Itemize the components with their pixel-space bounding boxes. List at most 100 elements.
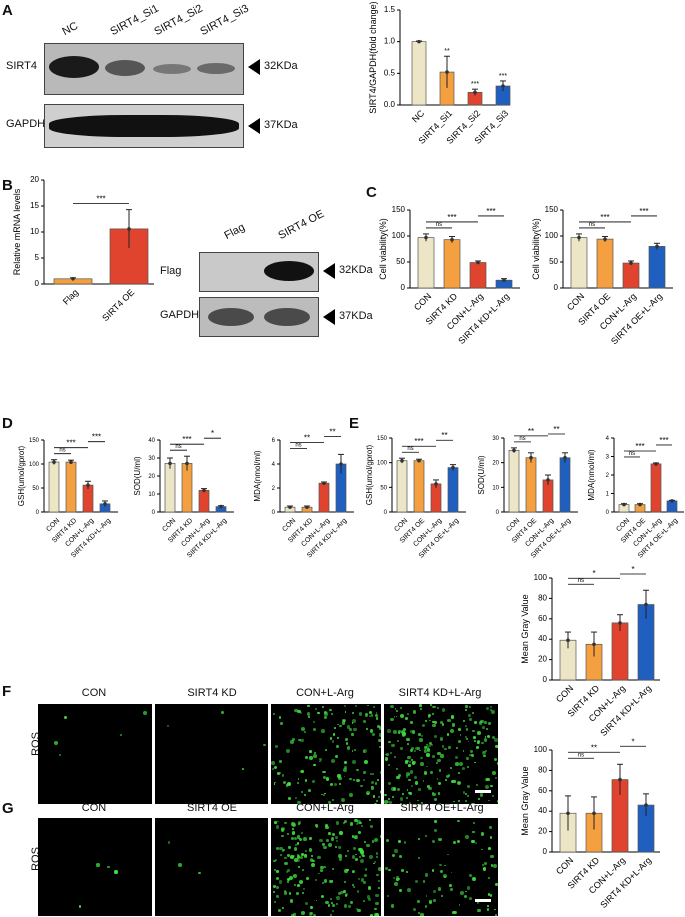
micro-label: SIRT4 OE+L-Arg bbox=[400, 802, 484, 814]
ros-signal-dot bbox=[472, 729, 475, 732]
ros-signal-dot bbox=[310, 906, 314, 910]
ros-signal-dot bbox=[458, 772, 461, 774]
ros-signal-dot bbox=[353, 886, 355, 888]
ros-signal-dot bbox=[437, 751, 441, 756]
ros-signal-dot bbox=[377, 779, 380, 781]
data-point bbox=[566, 811, 570, 816]
ros-signal-dot bbox=[377, 796, 381, 799]
ros-signal-dot bbox=[492, 735, 496, 739]
data-point bbox=[400, 458, 404, 463]
gapdh-blot-strip-b bbox=[199, 297, 319, 337]
ros-signal-dot bbox=[477, 901, 480, 904]
micro-label: CON bbox=[81, 802, 107, 814]
data-point bbox=[434, 482, 438, 486]
significance-label: *** bbox=[486, 207, 495, 216]
ros-signal-dot bbox=[300, 711, 303, 714]
ros-signal-dot bbox=[471, 803, 475, 804]
ros-signal-dot bbox=[420, 913, 424, 916]
ros-signal-dot bbox=[438, 769, 442, 772]
ros-signal-dot bbox=[301, 891, 304, 894]
ros-signal-dot bbox=[120, 734, 123, 736]
ros-signal-dot bbox=[340, 890, 344, 895]
ros-signal-dot bbox=[483, 867, 487, 871]
significance-label: ns bbox=[589, 222, 595, 228]
ros-signal-dot bbox=[429, 719, 431, 722]
ros-signal-dot bbox=[313, 721, 316, 724]
ros-signal-dot bbox=[322, 793, 325, 797]
ros-signal-dot bbox=[351, 749, 354, 752]
ros-signal-dot bbox=[338, 776, 342, 781]
bar bbox=[618, 504, 630, 513]
ros-signal-dot bbox=[390, 705, 394, 709]
ros-signal-dot bbox=[304, 850, 307, 853]
ros-signal-dot bbox=[433, 899, 436, 902]
ros-signal-dot bbox=[356, 890, 360, 893]
y-tick-label: 20 bbox=[492, 461, 499, 467]
y-tick-label: 50 bbox=[396, 257, 405, 266]
bar bbox=[650, 463, 662, 513]
ros-signal-dot bbox=[490, 854, 494, 859]
ros-signal-dot bbox=[319, 760, 321, 763]
y-axis-label: MDA(nmol/ml) bbox=[587, 449, 596, 500]
ros-signal-dot bbox=[338, 846, 342, 850]
gapdh-blot-strip bbox=[44, 104, 244, 148]
bar bbox=[65, 461, 77, 513]
ros-signal-dot bbox=[329, 898, 332, 901]
ros-signal-dot bbox=[344, 881, 346, 883]
ros-signal-dot bbox=[275, 877, 279, 881]
ros-signal-dot bbox=[465, 890, 467, 893]
ros-signal-dot bbox=[472, 830, 476, 834]
ros-signal-dot bbox=[334, 845, 338, 849]
ros-signal-dot bbox=[489, 836, 493, 839]
data-point bbox=[592, 642, 596, 647]
ros-signal-dot bbox=[352, 884, 355, 886]
y-tick-label: 50 bbox=[32, 486, 39, 492]
ros-signal-dot bbox=[436, 762, 438, 765]
ros-signal-dot bbox=[465, 709, 467, 712]
ros-signal-dot bbox=[493, 758, 497, 762]
ros-signal-dot bbox=[346, 849, 350, 853]
ros-signal-dot bbox=[486, 734, 491, 739]
bar bbox=[585, 812, 603, 853]
ros-signal-dot bbox=[363, 759, 368, 764]
ros-signal-dot bbox=[470, 753, 474, 757]
ros-signal-dot bbox=[301, 853, 305, 856]
ros-signal-dot bbox=[385, 838, 389, 842]
y-tick-label: 0 bbox=[543, 675, 548, 684]
y-tick-label: 2 bbox=[272, 486, 276, 492]
category-label: SIRT4_Si1 bbox=[417, 108, 455, 146]
ros-signal-dot bbox=[275, 858, 278, 861]
ros-signal-dot bbox=[338, 854, 342, 858]
ros-signal-dot bbox=[475, 783, 478, 786]
panel-label-e: E bbox=[349, 415, 360, 432]
ros-signal-dot bbox=[303, 731, 307, 734]
data-point bbox=[322, 481, 326, 486]
ros-signal-dot bbox=[373, 860, 377, 864]
ros-signal-dot bbox=[276, 895, 279, 898]
bar bbox=[99, 503, 111, 513]
ros-signal-dot bbox=[399, 797, 404, 801]
data-point bbox=[502, 278, 506, 283]
ros-signal-dot bbox=[493, 738, 498, 742]
ros-signal-dot bbox=[283, 781, 287, 785]
category-label: SIRT4 OE+L-Arg bbox=[609, 291, 664, 346]
ros-signal-dot bbox=[473, 739, 476, 742]
ros-signal-dot bbox=[349, 777, 352, 781]
ros-signal-dot bbox=[299, 880, 304, 885]
ros-signal-dot bbox=[275, 744, 279, 748]
ros-signal-dot bbox=[424, 834, 428, 837]
significance-label: * bbox=[211, 429, 214, 438]
ros-signal-dot bbox=[312, 914, 317, 916]
data-point bbox=[417, 39, 421, 44]
category-label: SIRT4 OE+L-Arg bbox=[637, 517, 679, 559]
category-label: CON bbox=[281, 517, 297, 533]
ros-signal-dot bbox=[351, 855, 356, 859]
ros-signal-dot bbox=[305, 902, 309, 906]
ros-signal-dot bbox=[426, 743, 429, 746]
ros-signal-dot bbox=[425, 905, 428, 908]
bar bbox=[82, 484, 94, 513]
ros-signal-dot bbox=[431, 792, 436, 797]
ros-signal-dot bbox=[293, 847, 298, 851]
y-tick-label: 100 bbox=[392, 231, 406, 240]
ros-signal-dot bbox=[452, 800, 455, 803]
